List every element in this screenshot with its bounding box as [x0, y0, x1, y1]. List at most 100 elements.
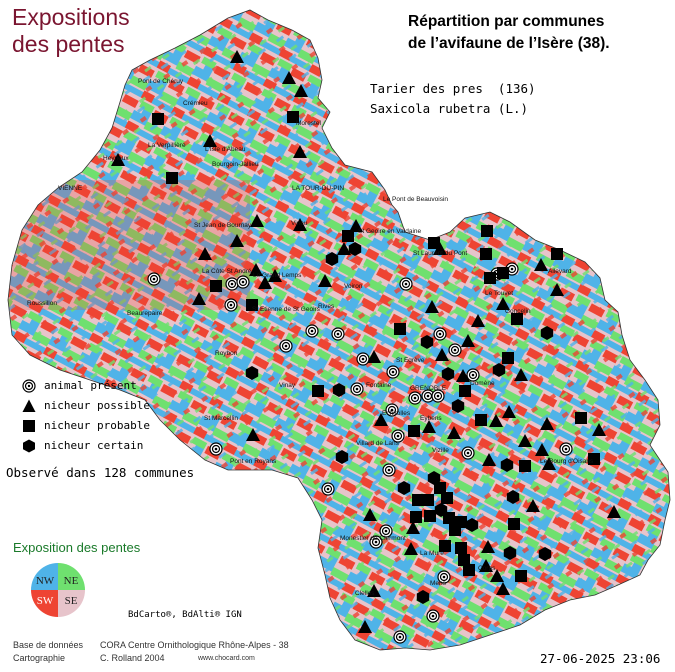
record-possible-marker: [363, 508, 377, 521]
record-possible-marker: [461, 334, 475, 347]
record-possible-marker: [367, 350, 381, 363]
record-possible-marker: [318, 274, 332, 287]
record-present-marker: [279, 339, 293, 353]
legend: animal présent nicheur possible nicheur …: [22, 376, 150, 456]
record-possible-marker: [481, 540, 495, 553]
repartition-line1: Répartition par communes: [408, 13, 605, 30]
record-present-marker: [448, 343, 462, 357]
record-possible-marker: [111, 153, 125, 166]
record-present-marker: [209, 442, 223, 456]
town-label: Clelles: [355, 590, 375, 597]
record-probable-marker: [481, 225, 493, 237]
exposition-compass: NW NE SW SE: [31, 563, 85, 617]
record-present-marker: [437, 570, 451, 584]
record-present-marker: [305, 324, 319, 338]
record-possible-marker: [535, 443, 549, 456]
record-present-marker: [331, 327, 345, 341]
record-possible-marker: [490, 569, 504, 582]
footer-carto-label: Cartographie: [13, 653, 66, 663]
record-present-marker: [426, 609, 440, 623]
repartition-title: Répartition par communes de l’avifaune d…: [408, 11, 610, 55]
record-possible-marker: [358, 620, 372, 633]
record-present-marker: [369, 535, 383, 549]
record-possible-marker: [246, 428, 260, 441]
triangle-icon: [22, 399, 36, 412]
record-probable-marker: [210, 280, 222, 292]
observed-count: Observé dans 128 communes: [6, 465, 195, 480]
record-certain-marker: [506, 490, 520, 504]
footer-url: www.chocard.com: [198, 655, 255, 662]
record-present-marker: [433, 327, 447, 341]
record-probable-marker: [443, 512, 455, 524]
record-possible-marker: [456, 369, 470, 382]
exposition-title: Exposition des pentes: [13, 540, 141, 555]
record-present-marker: [236, 275, 250, 289]
town-label: Beaurepaire: [127, 310, 163, 317]
record-present-marker: [466, 368, 480, 382]
record-present-marker: [385, 403, 399, 417]
record-probable-marker: [463, 564, 475, 576]
record-probable-marker: [410, 511, 422, 523]
record-present-marker: [399, 277, 413, 291]
legend-label: nicheur possible: [44, 399, 150, 412]
record-certain-marker: [538, 547, 552, 561]
record-certain-marker: [245, 366, 259, 380]
record-possible-marker: [249, 263, 263, 276]
record-possible-marker: [422, 420, 436, 433]
record-probable-marker: [475, 414, 487, 426]
record-present-marker: [461, 446, 475, 460]
town-label: La Mure: [420, 550, 444, 557]
timestamp: 27-06-2025 23:06: [540, 651, 661, 666]
record-possible-marker: [607, 505, 621, 518]
footer-base-value: CORA Centre Ornithologique Rhône-Alpes -…: [100, 640, 289, 650]
legend-item-certain: nicheur certain: [22, 436, 150, 456]
record-possible-marker: [337, 242, 351, 255]
legend-label: animal présent: [44, 379, 137, 392]
town-label: Domène: [470, 380, 495, 387]
record-present-marker: [379, 524, 393, 538]
record-possible-marker: [447, 426, 461, 439]
compass-ne: [58, 563, 85, 590]
town-label: Fontaine: [366, 382, 392, 389]
compass-ne-label: NE: [64, 575, 79, 587]
record-possible-marker: [282, 71, 296, 84]
record-present-marker: [386, 365, 400, 379]
record-probable-marker: [246, 299, 258, 311]
record-possible-marker: [230, 234, 244, 247]
town-label: Crémieu: [183, 100, 208, 107]
record-present-marker: [225, 277, 239, 291]
record-possible-marker: [250, 214, 264, 227]
record-possible-marker: [258, 276, 272, 289]
record-certain-marker: [420, 335, 434, 349]
record-present-marker: [356, 352, 370, 366]
record-possible-marker: [425, 300, 439, 313]
record-present-marker: [393, 630, 407, 644]
record-probable-marker: [588, 453, 600, 465]
record-certain-marker: [451, 399, 465, 413]
record-probable-marker: [480, 248, 492, 260]
record-present-marker: [321, 482, 335, 496]
record-probable-marker: [152, 113, 164, 125]
record-probable-marker: [551, 248, 563, 260]
compass-se: [58, 590, 85, 617]
record-possible-marker: [192, 292, 206, 305]
town-label: La Verpillière: [148, 142, 186, 149]
record-certain-marker: [335, 450, 349, 464]
record-possible-marker: [349, 219, 363, 232]
map-title-line2: des pentes: [12, 31, 125, 57]
record-probable-marker: [287, 111, 299, 123]
record-certain-marker: [540, 326, 554, 340]
record-probable-marker: [166, 172, 178, 184]
town-label: Morestel: [296, 120, 321, 127]
record-present-marker: [382, 463, 396, 477]
town-label: St Jean de Bournay: [194, 222, 252, 229]
town-label: Roussillon: [27, 300, 57, 307]
record-possible-marker: [433, 242, 447, 255]
record-probable-marker: [497, 267, 509, 279]
record-probable-marker: [422, 494, 434, 506]
legend-item-possible: nicheur possible: [22, 396, 150, 416]
record-possible-marker: [550, 283, 564, 296]
town-label: Voiron: [344, 283, 363, 290]
record-possible-marker: [482, 453, 496, 466]
